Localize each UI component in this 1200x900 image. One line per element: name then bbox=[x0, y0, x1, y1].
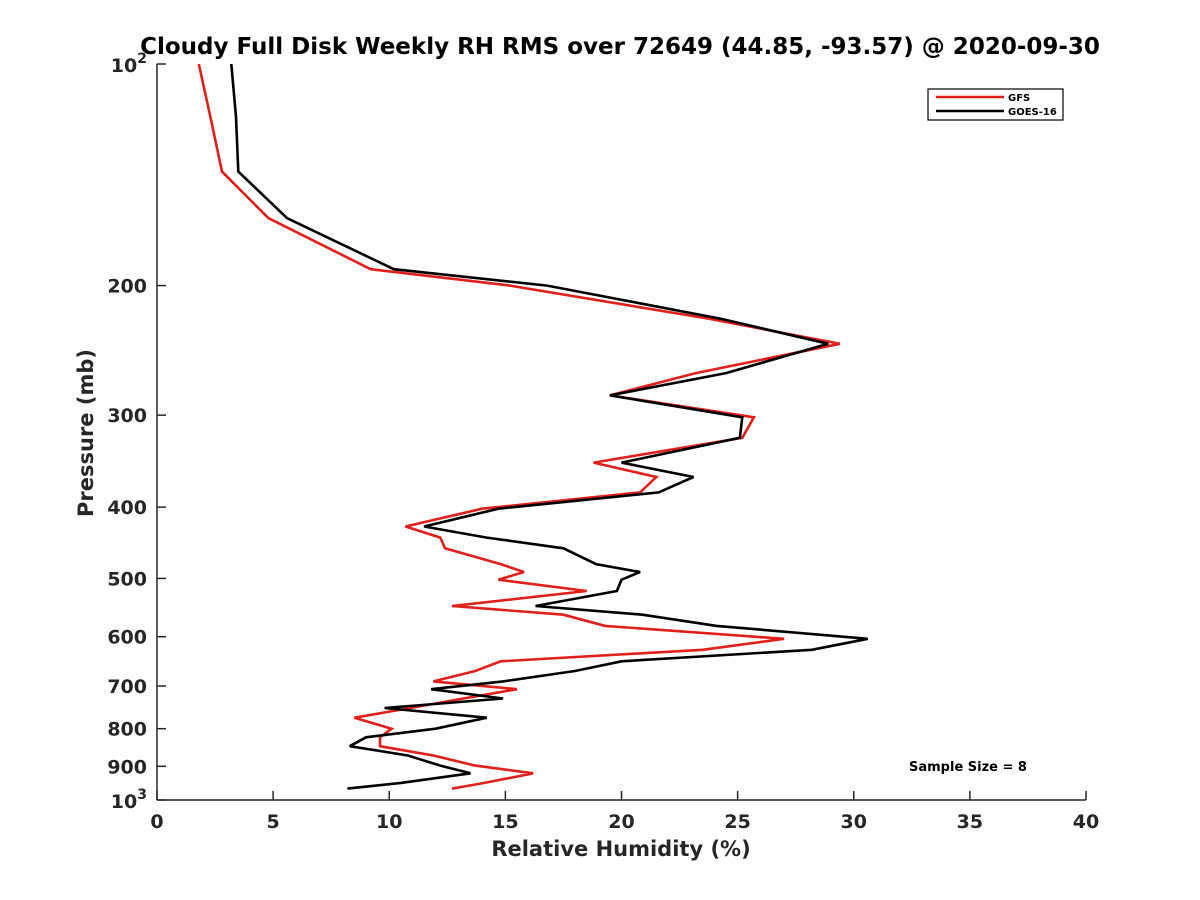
y-tick-label: 300 bbox=[107, 405, 147, 427]
x-tick-label: 35 bbox=[957, 811, 983, 833]
y-tick-label-exponent: 2 bbox=[137, 51, 147, 67]
sample-size-annotation: Sample Size = 8 bbox=[909, 760, 1027, 775]
x-tick-label: 5 bbox=[267, 811, 280, 833]
y-tick-label-exponent: 3 bbox=[137, 787, 147, 803]
x-axis-title: Relative Humidity (%) bbox=[491, 837, 750, 861]
series-line-goes16 bbox=[230, 63, 868, 790]
x-tick-label: 0 bbox=[150, 811, 163, 833]
x-ticks: 0 5 10 15 20 25 30 35 40 bbox=[150, 791, 1099, 833]
x-tick-label: 20 bbox=[608, 811, 634, 833]
x-tick-label: 15 bbox=[492, 811, 518, 833]
plot-area bbox=[156, 64, 1086, 801]
y-tick-label: 800 bbox=[107, 719, 147, 741]
y-tick-label: 600 bbox=[107, 627, 147, 649]
legend: GFS GOES-16 bbox=[927, 88, 1064, 121]
y-tick-label: 102 bbox=[111, 51, 147, 77]
y-tick-label: 200 bbox=[107, 276, 147, 298]
y-tick-label: 900 bbox=[107, 756, 147, 778]
y-tick-label: 103 bbox=[111, 787, 147, 813]
y-axis-title: Pressure (mb) bbox=[74, 349, 98, 517]
series-lines bbox=[197, 63, 868, 790]
series-line-gfs bbox=[197, 63, 841, 790]
y-tick-label-base: 10 bbox=[111, 791, 137, 813]
x-tick-label: 10 bbox=[376, 811, 402, 833]
legend-label-goes16: GOES-16 bbox=[1008, 107, 1057, 118]
y-tick-label: 700 bbox=[107, 676, 147, 698]
y-tick-label: 500 bbox=[107, 568, 147, 590]
y-tick-label-base: 10 bbox=[111, 55, 137, 77]
x-tick-label: 40 bbox=[1073, 811, 1099, 833]
x-tick-label: 25 bbox=[724, 811, 750, 833]
legend-box bbox=[927, 88, 1064, 121]
legend-label-gfs: GFS bbox=[1008, 93, 1030, 104]
chart-title: Cloudy Full Disk Weekly RH RMS over 7264… bbox=[140, 34, 1100, 60]
x-tick-label: 30 bbox=[841, 811, 867, 833]
y-tick-label: 400 bbox=[107, 497, 147, 519]
